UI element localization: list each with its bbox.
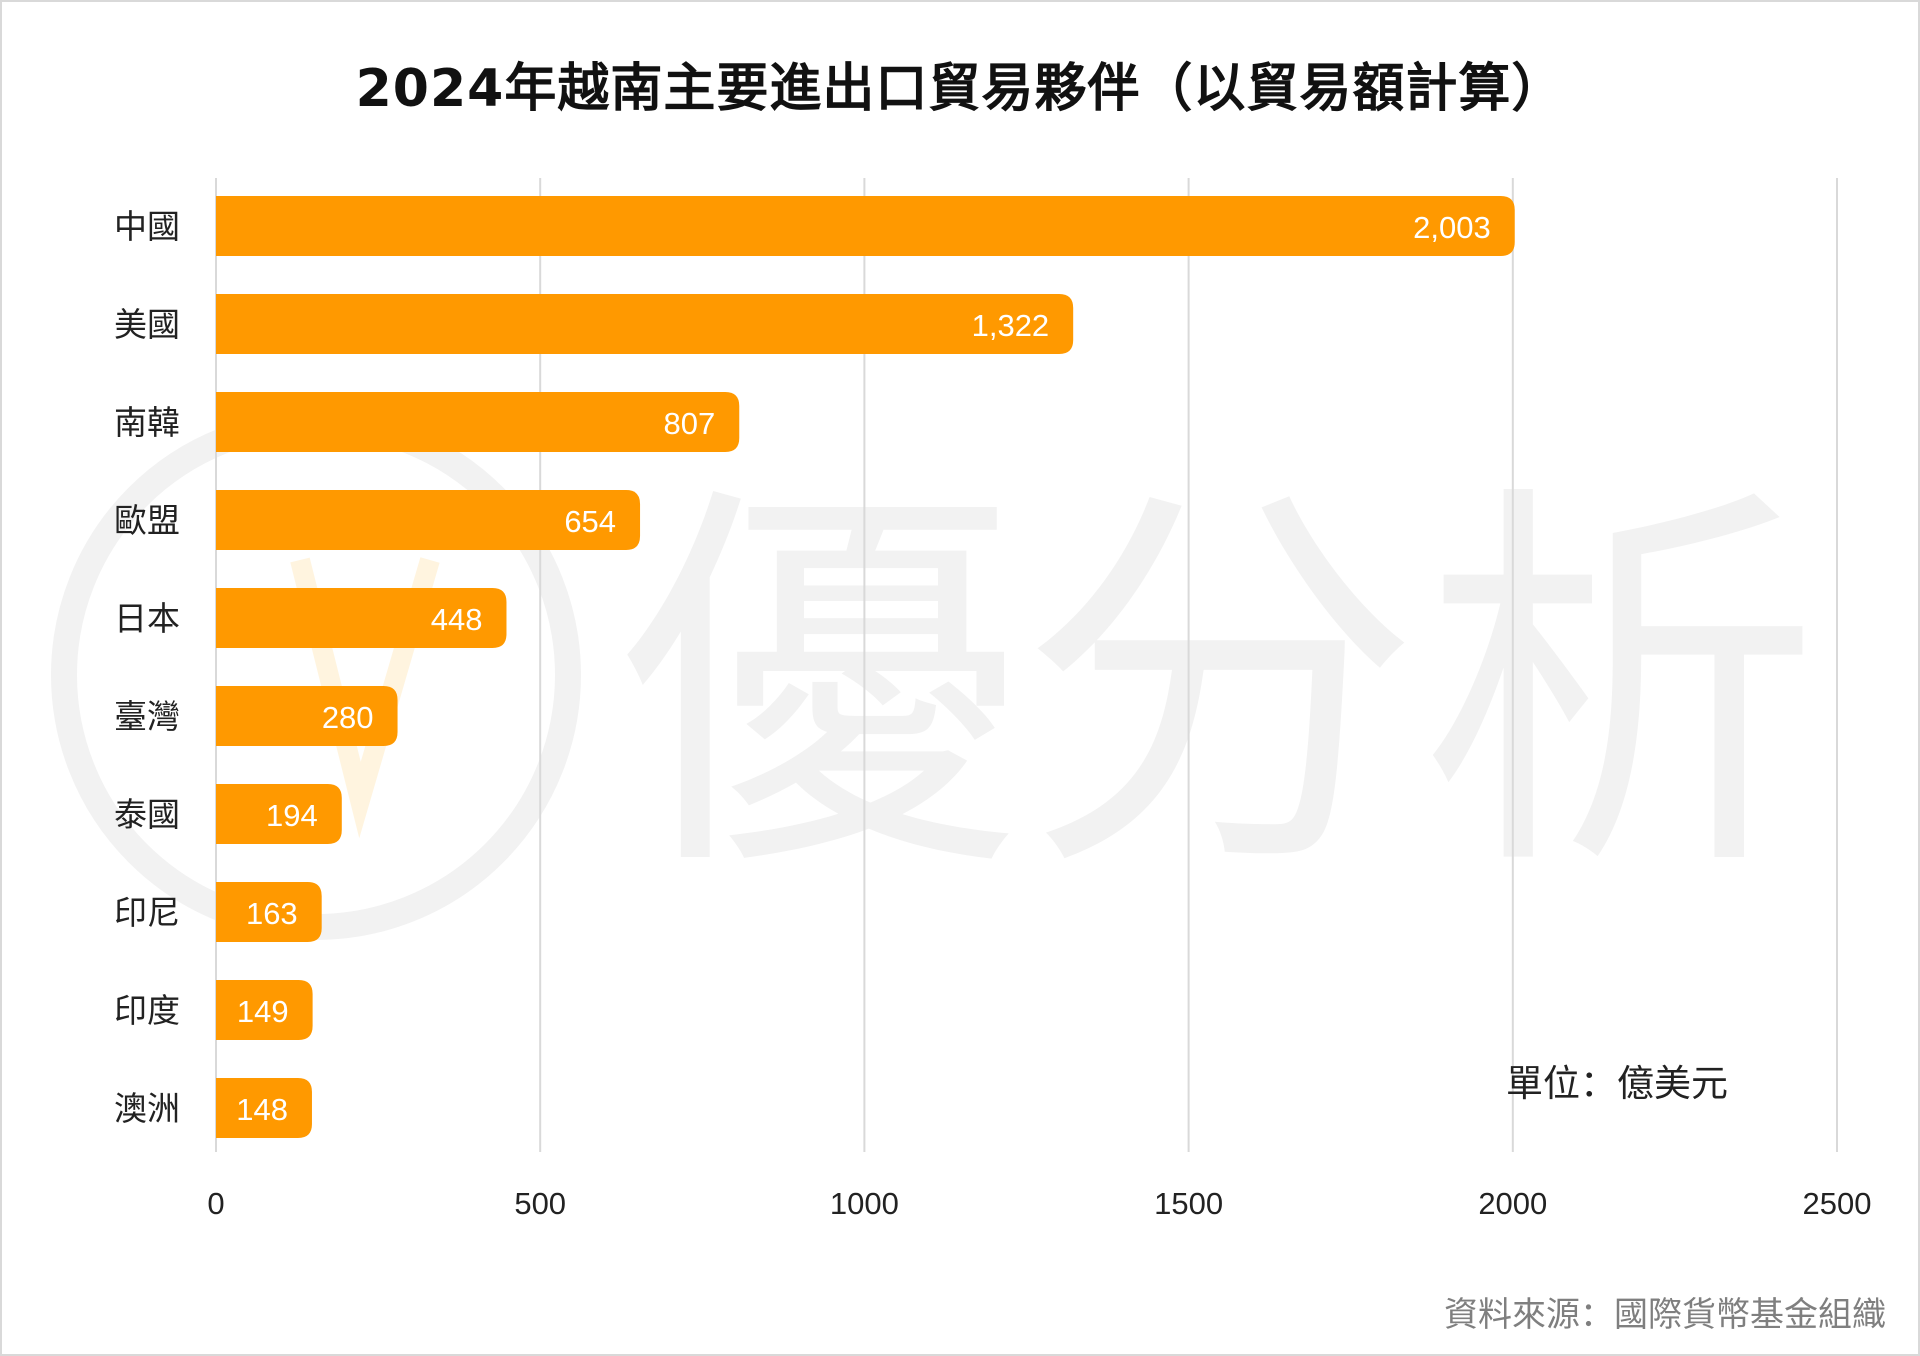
bar-value-label: 807 xyxy=(664,406,716,441)
category-label: 日本 xyxy=(114,599,180,638)
bar-value-label: 654 xyxy=(564,504,616,539)
source-note: 資料來源：國際貨幣基金組織 xyxy=(1444,1295,1886,1335)
bar xyxy=(216,196,1515,256)
watermark: 優分析 xyxy=(51,410,1820,940)
bar xyxy=(216,686,398,746)
category-label: 美國 xyxy=(114,305,180,344)
bar-value-label: 448 xyxy=(431,602,483,637)
bar xyxy=(216,490,641,550)
bar xyxy=(216,588,507,648)
category-label: 南韓 xyxy=(114,403,180,442)
category-label: 印尼 xyxy=(114,893,180,932)
bar-value-label: 163 xyxy=(246,896,298,931)
x-tick-label: 2500 xyxy=(1803,1186,1872,1221)
category-label: 泰國 xyxy=(114,795,180,834)
bars: 2,003 1,322 807 654 448 280 194 163 149 148 xyxy=(216,196,1515,1138)
bar-value-label: 148 xyxy=(236,1092,288,1127)
x-tick-label: 1000 xyxy=(830,1186,899,1221)
category-label: 印度 xyxy=(114,991,180,1030)
bar-value-label: 1,322 xyxy=(972,308,1050,343)
x-tick-label: 500 xyxy=(514,1186,566,1221)
bar-value-label: 2,003 xyxy=(1413,210,1491,245)
bar xyxy=(216,392,740,452)
x-tick-label: 0 xyxy=(207,1186,224,1221)
category-label: 中國 xyxy=(114,207,180,246)
category-label: 臺灣 xyxy=(114,697,180,736)
bar xyxy=(216,1078,312,1138)
x-axis-ticks: 0 500 1000 1500 2000 2500 xyxy=(207,1186,1871,1221)
bar-value-label: 149 xyxy=(237,994,289,1029)
watermark-text: 優分析 xyxy=(620,455,1820,920)
bar xyxy=(216,980,313,1040)
x-tick-label: 2000 xyxy=(1478,1186,1547,1221)
bar xyxy=(216,784,342,844)
bar-value-label: 280 xyxy=(322,700,374,735)
chart-title: 2024年越南主要進出口貿易夥伴（以貿易額計算） xyxy=(355,59,1565,119)
unit-label: 單位：億美元 xyxy=(1506,1062,1728,1105)
category-label: 澳洲 xyxy=(114,1089,180,1128)
bar xyxy=(216,294,1074,354)
bar xyxy=(216,882,322,942)
x-tick-label: 1500 xyxy=(1154,1186,1223,1221)
bar-value-label: 194 xyxy=(266,798,318,833)
category-label: 歐盟 xyxy=(114,501,180,540)
